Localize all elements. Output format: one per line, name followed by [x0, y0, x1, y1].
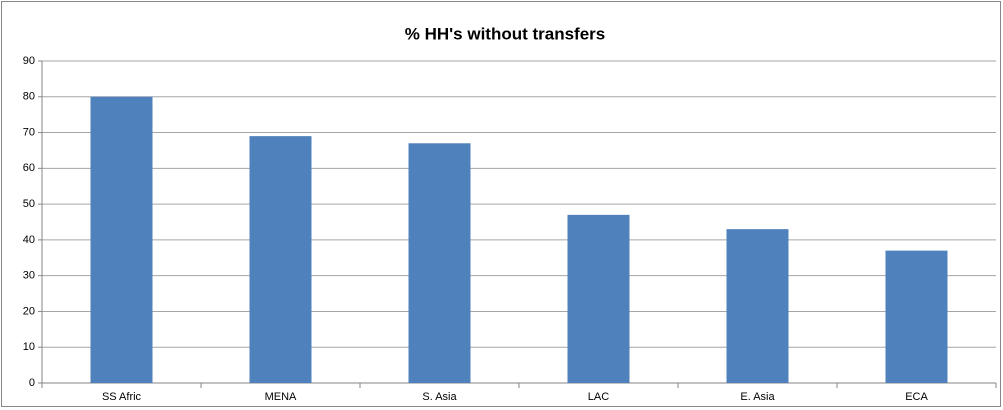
chart-title: % HH's without transfers — [405, 24, 606, 43]
y-tick-label: 50 — [23, 198, 35, 210]
x-tick-label: MENA — [265, 391, 297, 403]
x-tick-label: S. Asia — [422, 391, 457, 403]
bar — [567, 214, 630, 383]
x-tick-label: E. Asia — [740, 391, 775, 403]
y-tick-label: 60 — [23, 162, 35, 174]
bar — [249, 136, 312, 383]
bar — [408, 143, 471, 383]
x-tick-label: SS Afric — [102, 391, 142, 403]
x-tick-label: ECA — [905, 391, 928, 403]
y-tick-label: 90 — [23, 55, 35, 67]
bar — [885, 250, 948, 383]
y-tick-label: 20 — [23, 305, 35, 317]
y-tick-label: 70 — [23, 126, 35, 138]
x-tick-label: LAC — [588, 391, 609, 403]
bar — [90, 96, 153, 384]
y-tick-label: 30 — [23, 270, 35, 282]
bar — [726, 229, 789, 383]
y-tick-label: 10 — [23, 341, 35, 353]
y-tick-label: 0 — [29, 377, 35, 389]
y-tick-label: 40 — [23, 234, 35, 246]
y-tick-label: 80 — [23, 91, 35, 103]
